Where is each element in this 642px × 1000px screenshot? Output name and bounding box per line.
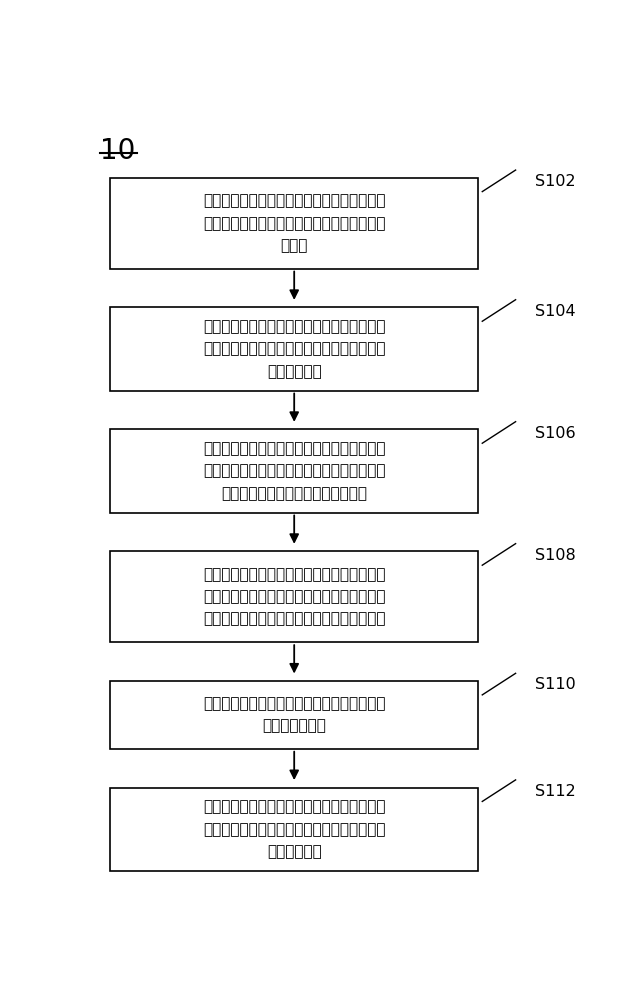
Text: S104: S104: [535, 304, 575, 319]
Bar: [110, 551, 478, 642]
Text: S102: S102: [535, 174, 575, 189]
Text: 获取目标工程的工程结构数值模型库，工程结
构数值模型库包括基于不同变量的工程结构数
值模型: 获取目标工程的工程结构数值模型库，工程结 构数值模型库包括基于不同变量的工程结构…: [203, 193, 385, 253]
Text: 基于多个响应函数数学模型和多源监测信息生
成满足预设误差的多个结构参数组合集合，所
述结构参数组合集合中包括多组结构参数组合: 基于多个响应函数数学模型和多源监测信息生 成满足预设误差的多个结构参数组合集合，…: [203, 567, 385, 626]
Text: 基于所述多个结构参数组合集合的确信度指标
和单一性确信度指标，评估工程结构数值模型
校准的可信性: 基于所述多个结构参数组合集合的确信度指标 和单一性确信度指标，评估工程结构数值模…: [203, 799, 385, 859]
Text: 计算多个结构参数组合集合的确信度指标和单
一性确信度指标: 计算多个结构参数组合集合的确信度指标和单 一性确信度指标: [203, 696, 385, 734]
Text: 10: 10: [100, 137, 135, 165]
Bar: [110, 178, 478, 269]
Bar: [110, 681, 478, 749]
Text: S106: S106: [535, 426, 575, 441]
Bar: [110, 788, 478, 871]
Text: S110: S110: [535, 677, 575, 692]
Bar: [110, 429, 478, 513]
Bar: [110, 307, 478, 391]
Text: 基于工程结构数值模型库和目标工程的多个位
置、多个外部效应量、多个变量构建多个响应
函数数学模型: 基于工程结构数值模型库和目标工程的多个位 置、多个外部效应量、多个变量构建多个响…: [203, 319, 385, 379]
Text: 获取多源监测信息，多源监测信息包括不同时
刻的监测信息、不同空间位置的监测信息、不
同监测项目的监测信息中的至少一者: 获取多源监测信息，多源监测信息包括不同时 刻的监测信息、不同空间位置的监测信息、…: [203, 441, 385, 501]
Text: S108: S108: [535, 548, 575, 563]
Text: S112: S112: [535, 784, 575, 799]
